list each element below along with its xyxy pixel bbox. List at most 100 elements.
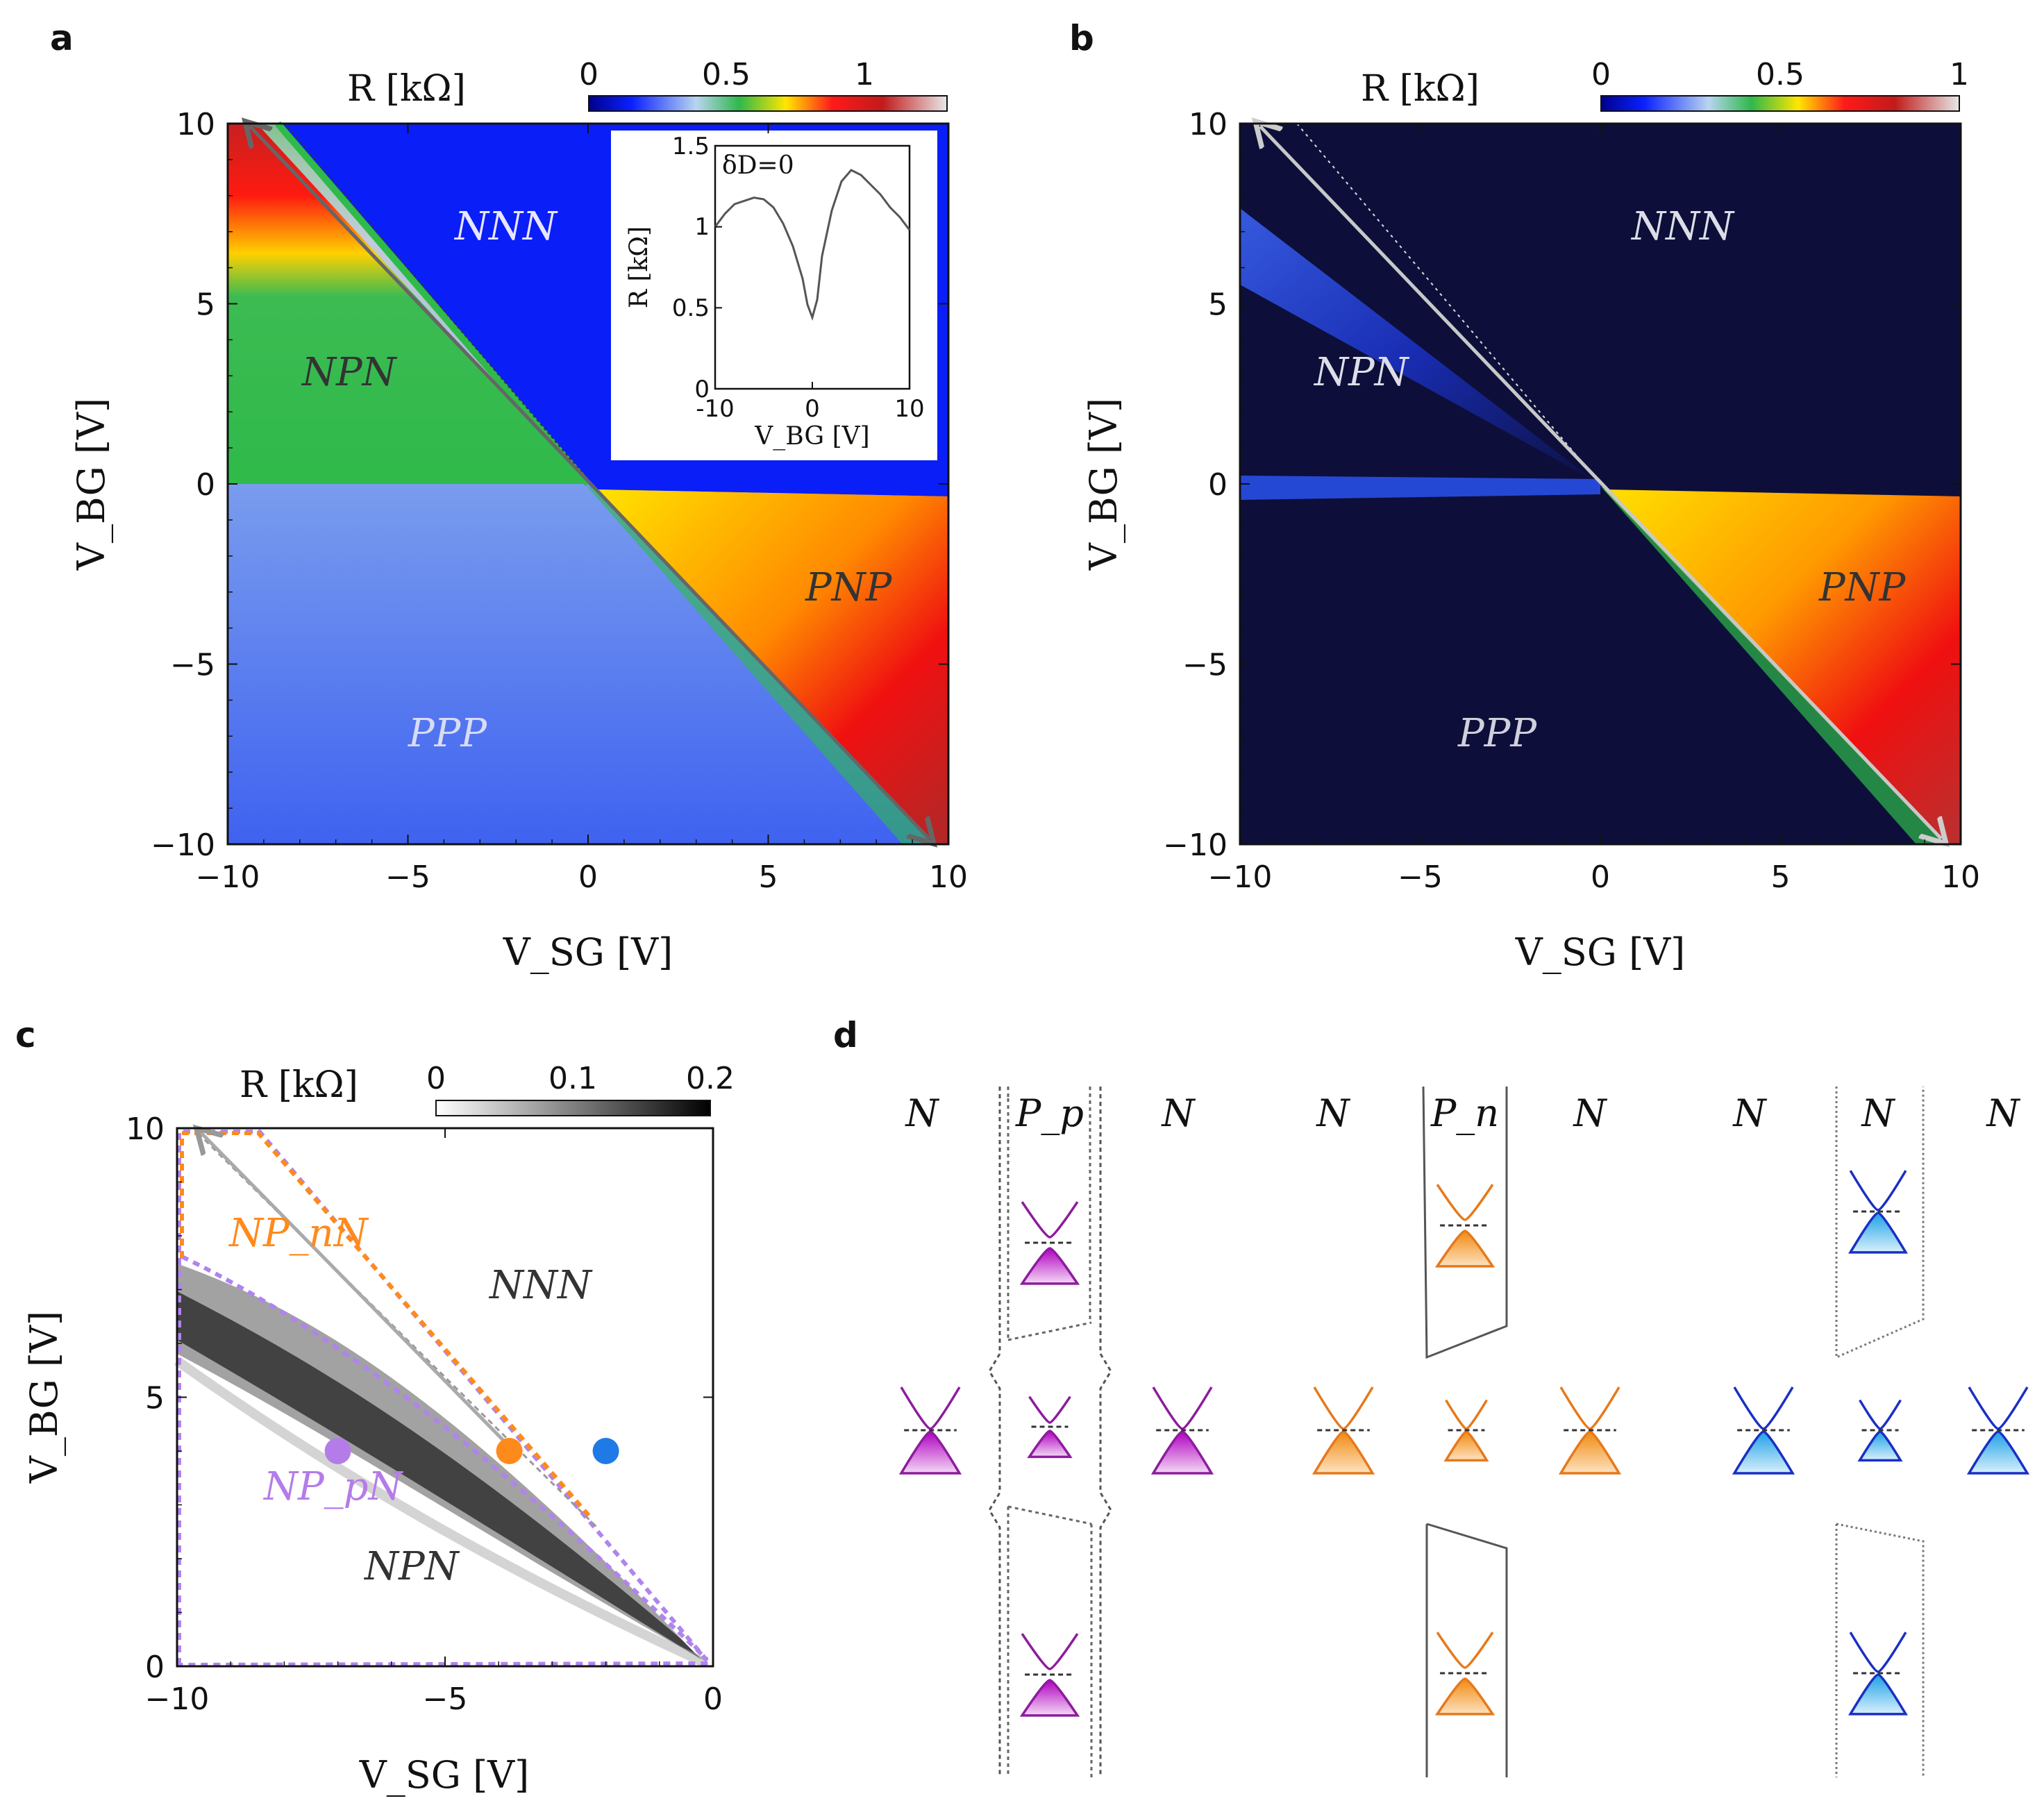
band-diagram-t1 <box>1019 1201 1080 1285</box>
inset-ylabel: R [kΩ] <box>625 226 653 308</box>
x-tick-label-c-2: 0 <box>703 1682 723 1717</box>
band-diagram-m5 <box>1558 1386 1622 1475</box>
y-tick-label-c-1: 5 <box>145 1381 165 1416</box>
colorbar-tick-c-1: 0.1 <box>548 1061 597 1096</box>
y-tick-label-a-3: −5 <box>170 648 215 683</box>
outline-pn-bottom <box>1425 1523 1508 1777</box>
region-label-nnn-a: NNN <box>453 204 558 249</box>
inset-line <box>714 169 911 321</box>
region-label-ppp-a: PPP <box>408 711 487 756</box>
heatmap-c <box>174 1128 714 1668</box>
panel-label-d: d <box>833 1015 858 1055</box>
heatmap-a-arrow <box>250 126 929 839</box>
colorbar-label-c: R [kΩ] <box>240 1064 358 1106</box>
colorbar-b: R [kΩ] 0 0.5 1 <box>1361 57 1969 112</box>
y-tick-label-c-0: 10 <box>126 1112 165 1147</box>
panel-label-a: a <box>50 18 74 58</box>
inset-ytick-1: 1 <box>694 213 710 241</box>
x-tick-label-a-1: −5 <box>385 860 430 895</box>
valence-band <box>1019 1679 1080 1717</box>
band-diagram-t4 <box>1434 1184 1496 1268</box>
x-axis-label-b: V_SG [V] <box>1515 930 1685 974</box>
heatmap-c-faint-band <box>174 1357 707 1668</box>
conduction-band <box>1436 1632 1494 1669</box>
inset-background <box>611 131 937 460</box>
band-diagram-m1 <box>1027 1395 1073 1459</box>
valence-band <box>1027 1430 1073 1459</box>
inset-xlabel: V_BG [V] <box>754 422 869 451</box>
conduction-band <box>1849 1632 1907 1673</box>
valence-band <box>1558 1430 1622 1475</box>
column-label-4: P_n <box>1430 1091 1499 1135</box>
conduction-band <box>1021 1201 1079 1239</box>
band-diagram-m4 <box>1443 1399 1489 1462</box>
marker-2 <box>592 1438 619 1464</box>
band-diagrams <box>898 1170 2030 1717</box>
valence-band <box>1019 1247 1080 1285</box>
column-label-1: P_p <box>1015 1091 1084 1135</box>
region-label-npn-a: NPN <box>301 350 398 395</box>
y-tick-label-b-2: 0 <box>1208 467 1228 503</box>
conduction-band <box>1559 1386 1620 1430</box>
conduction-band <box>1028 1395 1071 1424</box>
valence-band <box>1732 1430 1795 1475</box>
inset-ytick-2: 0.5 <box>672 294 710 322</box>
outline-pn-top <box>1422 1086 1508 1359</box>
colorbar-gradient-a <box>588 95 948 112</box>
column-label-3: N <box>1315 1091 1350 1135</box>
colorbar-label-b: R [kΩ] <box>1361 68 1480 110</box>
valence-band <box>898 1430 962 1475</box>
y-tick-label-a-2: 0 <box>196 467 215 503</box>
y-tick-label-b-0: 10 <box>1189 107 1228 142</box>
inset-xtick-0: -10 <box>696 395 735 423</box>
x-tick-label-b-1: −5 <box>1398 860 1443 895</box>
y-tick-label-a-4: −10 <box>151 828 215 863</box>
x-tick-label-a-3: 5 <box>759 860 778 895</box>
heatmap-c-nppn-outline <box>181 1255 709 1661</box>
outline-pp-inner-right <box>1089 1087 1093 1777</box>
colorbar-tick-a-1: 0.5 <box>702 57 751 92</box>
region-label-nnn-c: NNN <box>488 1263 593 1308</box>
inset-a: δD=0 1.5 1 0.5 0 -10 0 10 V_BG [V] R [kΩ… <box>611 131 937 460</box>
conduction-band <box>1733 1386 1794 1430</box>
colorbar-tick-c-2: 0.2 <box>686 1061 735 1096</box>
x-tick-label-b-2: 0 <box>1591 860 1610 895</box>
valence-band <box>1848 1212 1908 1254</box>
y-tick-label-c-2: 0 <box>145 1650 165 1685</box>
column-label-5: N <box>1572 1091 1607 1135</box>
y-axis-label-a: V_BG [V] <box>69 398 113 571</box>
band-diagram-b7 <box>1848 1632 1908 1716</box>
colorbar-tick-a-0: 0 <box>579 57 598 92</box>
outline-pp-inner <box>1007 1087 1092 1777</box>
y-tick-label-b-3: −5 <box>1182 648 1228 683</box>
region-label-nppn-c: NP_pN <box>262 1464 404 1509</box>
y-tick-label-a-0: 10 <box>176 107 215 142</box>
y-axis-label-c: V_BG [V] <box>22 1311 66 1484</box>
x-axis-label-a: V_SG [V] <box>503 930 673 974</box>
heatmap-b-arrow <box>1260 126 1941 839</box>
conduction-band <box>1849 1170 1907 1212</box>
x-tick-label-c-0: −10 <box>145 1682 210 1717</box>
band-diagram-m7 <box>1857 1399 1903 1462</box>
heatmap-b <box>1239 124 1962 844</box>
band-diagram-m3 <box>1312 1386 1375 1475</box>
panel-c: c NNN NPN NP_nN NP_pN R [kΩ] 0 0.1 0.2 <box>15 1015 735 1797</box>
outline-n-top <box>1835 1087 1925 1359</box>
x-tick-label-b-3: 5 <box>1771 860 1791 895</box>
valence-band <box>1966 1430 2030 1475</box>
heatmap-c-band-inner <box>177 1291 701 1659</box>
inset-label: δD=0 <box>722 151 794 180</box>
region-label-npn-b: NPN <box>1313 350 1410 395</box>
conduction-band <box>900 1386 961 1430</box>
outline-pp-right <box>1099 1087 1112 1777</box>
x-tick-label-a-0: −10 <box>196 860 260 895</box>
marker-0 <box>324 1438 351 1464</box>
y-tick-label-b-1: 5 <box>1208 287 1228 323</box>
band-diagram-m8 <box>1966 1386 2030 1475</box>
inset-ytick-0: 1.5 <box>672 133 710 160</box>
column-label-7: N <box>1860 1091 1895 1135</box>
valence-band <box>1150 1430 1214 1475</box>
x-axis-label-c: V_SG [V] <box>359 1753 529 1797</box>
valence-band <box>1848 1673 1908 1716</box>
